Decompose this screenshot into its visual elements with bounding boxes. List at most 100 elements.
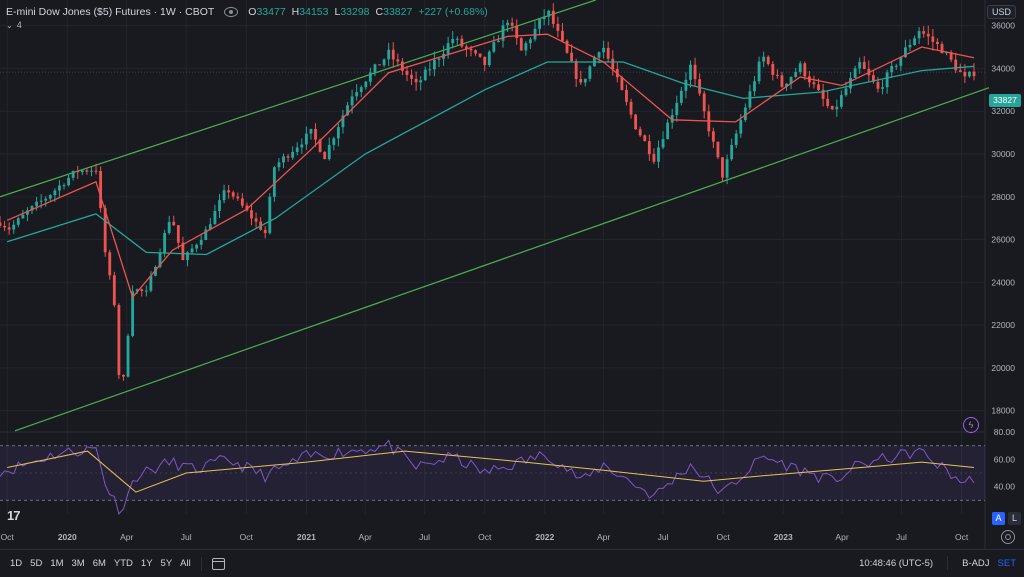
candle-body bbox=[12, 224, 16, 230]
candle-body bbox=[250, 210, 253, 219]
candle-body bbox=[391, 49, 395, 60]
candle-body bbox=[112, 275, 116, 306]
candle-body bbox=[231, 192, 235, 197]
candle-body bbox=[771, 63, 775, 75]
candle-body bbox=[405, 70, 409, 75]
range-button-all[interactable]: All bbox=[180, 558, 191, 569]
candle-body bbox=[90, 170, 93, 172]
candle-body bbox=[693, 64, 697, 80]
auto-scale-button[interactable]: A bbox=[992, 512, 1005, 525]
candle-body bbox=[538, 19, 542, 29]
candle-body bbox=[931, 36, 935, 42]
candle-body bbox=[44, 198, 48, 201]
candle-body bbox=[702, 93, 706, 112]
candle-body bbox=[785, 83, 788, 87]
rsi-tick-label: 60.00 bbox=[994, 454, 1016, 464]
candle-body bbox=[794, 71, 798, 77]
candle-body bbox=[428, 69, 432, 71]
range-button-5y[interactable]: 5Y bbox=[160, 558, 173, 569]
candle-body bbox=[332, 138, 336, 145]
candle-body bbox=[282, 156, 285, 163]
log-scale-button[interactable]: L bbox=[1008, 512, 1021, 525]
indicators-toggle[interactable]: ⌄ 4 bbox=[6, 20, 22, 30]
candle-body bbox=[670, 114, 674, 123]
x-tick-label: Oct bbox=[240, 532, 254, 542]
candle-body bbox=[451, 39, 455, 44]
candle-body bbox=[16, 218, 20, 225]
candle-body bbox=[263, 229, 267, 234]
candle-body bbox=[218, 200, 221, 211]
close-value: 33827 bbox=[383, 6, 413, 18]
range-button-ytd[interactable]: YTD bbox=[113, 558, 133, 569]
candle-body bbox=[21, 214, 25, 219]
range-button-1d[interactable]: 1D bbox=[10, 558, 23, 569]
candle-body bbox=[817, 84, 820, 91]
lightning-icon[interactable]: ϟ bbox=[963, 417, 979, 433]
candle-body bbox=[968, 71, 971, 77]
y-tick-label: 34000 bbox=[991, 63, 1015, 73]
currency-button[interactable]: USD bbox=[986, 5, 1016, 19]
candle-body bbox=[172, 221, 176, 226]
candle-body bbox=[186, 252, 189, 261]
candle-body bbox=[515, 25, 519, 39]
x-tick-label: 2020 bbox=[58, 532, 77, 542]
tradingview-logo-icon[interactable]: 17 bbox=[7, 508, 21, 523]
range-button-1m[interactable]: 1M bbox=[50, 558, 64, 569]
candle-body bbox=[899, 57, 903, 66]
candle-body bbox=[94, 170, 98, 172]
candle-body bbox=[323, 151, 327, 160]
symbol-title[interactable]: E-mini Dow Jones ($5) Futures · 1W · CBO… bbox=[6, 6, 215, 18]
candle-body bbox=[414, 78, 418, 83]
candle-body bbox=[853, 68, 857, 78]
candle-body bbox=[99, 170, 103, 209]
candle-body bbox=[725, 159, 729, 178]
candle-body bbox=[885, 72, 889, 88]
candle-body bbox=[176, 225, 180, 243]
candle-body bbox=[529, 39, 532, 44]
calendar-icon[interactable] bbox=[211, 557, 225, 570]
eye-icon[interactable] bbox=[224, 7, 239, 17]
candle-body bbox=[753, 81, 756, 92]
candle-body bbox=[346, 105, 349, 116]
candle-body bbox=[597, 52, 601, 58]
range-button-6m[interactable]: 6M bbox=[92, 558, 106, 569]
range-button-1y[interactable]: 1Y bbox=[140, 558, 153, 569]
candle-body bbox=[492, 42, 496, 52]
candle-body bbox=[858, 62, 862, 69]
settings-gear-icon[interactable] bbox=[1001, 530, 1015, 544]
candle-body bbox=[679, 90, 683, 103]
candle-body bbox=[314, 128, 317, 140]
candle-body bbox=[698, 79, 702, 94]
candle-body bbox=[446, 43, 450, 54]
candle-body bbox=[140, 289, 144, 292]
x-tick-label: 2021 bbox=[297, 532, 316, 542]
y-tick-label: 26000 bbox=[991, 235, 1015, 245]
badj-button[interactable]: B-ADJ bbox=[962, 557, 990, 569]
candle-body bbox=[0, 222, 2, 226]
candle-body bbox=[76, 170, 80, 173]
x-tick-label: Oct bbox=[717, 532, 731, 542]
chart-canvas[interactable]: 18000 20000 22000 24000 26000 28000 30000 32000… bbox=[0, 0, 1024, 549]
set-button[interactable]: SET bbox=[997, 557, 1016, 569]
candle-body bbox=[634, 114, 638, 130]
candle-body bbox=[711, 131, 715, 142]
candle-body bbox=[355, 91, 359, 97]
range-button-3m[interactable]: 3M bbox=[71, 558, 85, 569]
candle-body bbox=[844, 88, 848, 96]
channel-upper-line bbox=[0, 0, 596, 198]
x-tick-label: Apr bbox=[597, 532, 610, 542]
candle-body bbox=[474, 50, 477, 54]
channel-lower-line bbox=[14, 87, 990, 432]
candle-body bbox=[748, 91, 752, 108]
candle-body bbox=[213, 210, 217, 225]
candle-body bbox=[913, 38, 916, 45]
ema-slow-line bbox=[7, 61, 975, 256]
rsi-ma-line bbox=[7, 450, 975, 493]
candle-body bbox=[387, 49, 391, 60]
candle-body bbox=[940, 44, 944, 54]
candle-body bbox=[606, 47, 610, 59]
candle-body bbox=[574, 61, 578, 79]
range-button-5d[interactable]: 5D bbox=[30, 558, 43, 569]
clock-time[interactable]: 10:48:46 (UTC-5) bbox=[859, 557, 934, 569]
candle-body bbox=[455, 38, 459, 40]
